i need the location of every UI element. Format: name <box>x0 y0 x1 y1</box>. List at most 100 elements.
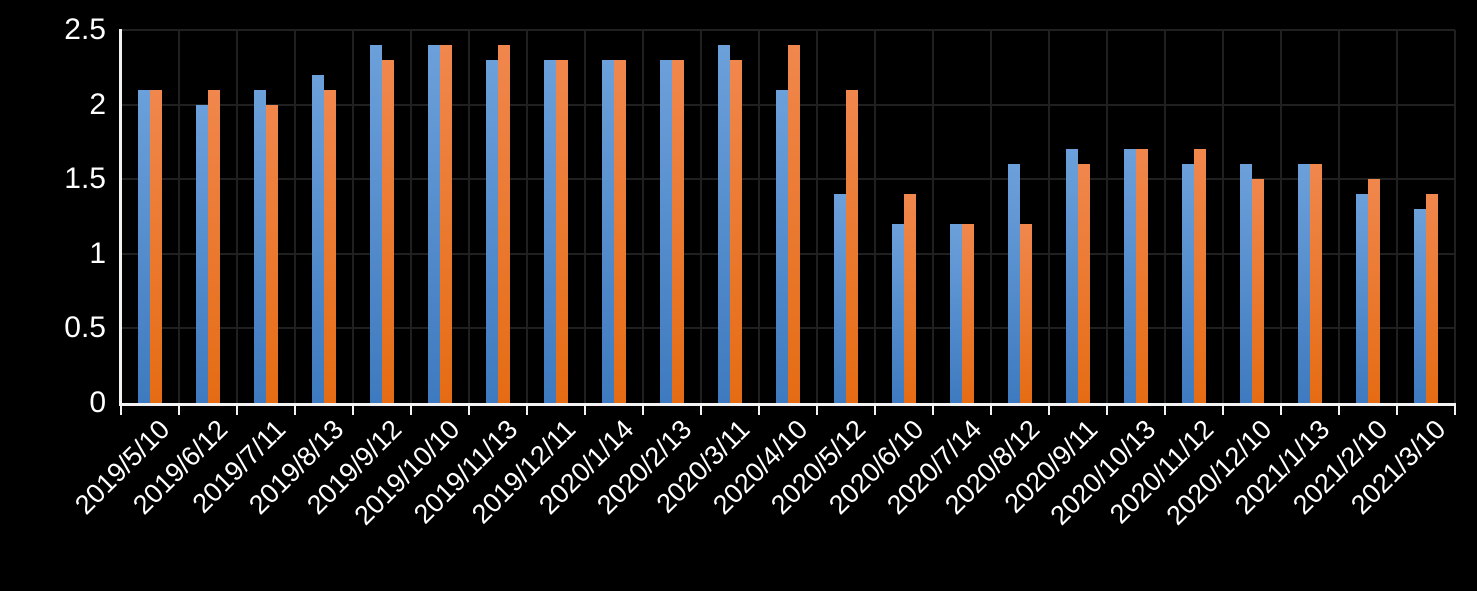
x-axis-tick <box>410 406 412 415</box>
plot-area <box>121 29 1456 403</box>
bar-series-2 <box>1194 149 1206 403</box>
bar-series-1 <box>1182 164 1194 403</box>
y-tick-label: 2 <box>89 87 106 121</box>
x-axis-tick <box>874 406 876 415</box>
bar-series-1 <box>370 44 382 403</box>
gridline-vertical <box>1396 30 1398 403</box>
bar-series-2 <box>614 59 626 403</box>
bar-series-2 <box>382 59 394 403</box>
gridline-vertical <box>1048 30 1050 403</box>
bar-series-2 <box>1136 149 1148 403</box>
gridline-vertical <box>468 30 470 403</box>
gridline-vertical <box>294 30 296 403</box>
bar-series-2 <box>846 89 858 403</box>
bar-series-1 <box>1066 149 1078 403</box>
gridline-vertical <box>1338 30 1340 403</box>
y-axis-line <box>119 29 122 405</box>
bar-series-2 <box>672 59 684 403</box>
bar-series-1 <box>428 44 440 403</box>
bar-series-2 <box>1020 223 1032 403</box>
gridline-vertical <box>932 30 934 403</box>
gridline-vertical <box>816 30 818 403</box>
gridline-vertical <box>1106 30 1108 403</box>
bar-series-1 <box>196 104 208 403</box>
x-axis-tick <box>1280 406 1282 415</box>
gridline-vertical <box>1280 30 1282 403</box>
gridline-vertical <box>526 30 528 403</box>
bar-series-2 <box>150 89 162 403</box>
x-axis-tick <box>236 406 238 415</box>
gridline-vertical <box>178 30 180 403</box>
bar-series-2 <box>1368 179 1380 403</box>
x-axis-tick <box>1396 406 1398 415</box>
y-tick-label: 2.5 <box>64 13 106 46</box>
bar-series-1 <box>1240 164 1252 403</box>
bar-series-2 <box>730 59 742 403</box>
x-axis-tick <box>178 406 180 415</box>
x-axis-tick <box>526 406 528 415</box>
bar-series-2 <box>1078 164 1090 403</box>
x-axis-tick <box>1164 406 1166 415</box>
x-axis-tick <box>1338 406 1340 415</box>
bar-series-2 <box>498 44 510 403</box>
gridline-vertical <box>352 30 354 403</box>
y-tick-label: 0 <box>89 386 106 419</box>
bar-series-1 <box>660 59 672 403</box>
y-tick-label: 1.5 <box>64 162 106 196</box>
gridline-vertical <box>990 30 992 403</box>
bar-series-1 <box>1414 209 1426 403</box>
bar-series-1 <box>1298 164 1310 403</box>
bar-series-1 <box>312 74 324 403</box>
gridline-vertical <box>410 30 412 403</box>
gridline-vertical <box>1454 30 1456 403</box>
bar-series-2 <box>962 223 974 403</box>
x-axis-tick <box>700 406 702 415</box>
bar-series-1 <box>1008 164 1020 403</box>
bar-series-1 <box>1124 149 1136 403</box>
bar-series-1 <box>892 223 904 403</box>
bar-series-1 <box>138 89 150 403</box>
x-axis-tick <box>120 406 122 415</box>
bar-series-2 <box>440 44 452 403</box>
gridline-vertical <box>874 30 876 403</box>
gridline-vertical <box>642 30 644 403</box>
gridline-vertical <box>236 30 238 403</box>
x-axis-tick <box>1222 406 1224 415</box>
x-axis-tick <box>1454 406 1456 415</box>
gridline-vertical <box>584 30 586 403</box>
bar-series-1 <box>834 194 846 403</box>
x-axis-tick <box>468 406 470 415</box>
bar-series-1 <box>254 89 266 403</box>
gridline-vertical <box>758 30 760 403</box>
bar-series-2 <box>208 89 220 403</box>
bar-series-1 <box>776 89 788 403</box>
bar-series-2 <box>1310 164 1322 403</box>
gridline-vertical <box>1222 30 1224 403</box>
x-axis-tick <box>932 406 934 415</box>
x-axis-tick <box>584 406 586 415</box>
gridline-vertical <box>1164 30 1166 403</box>
bar-series-2 <box>1252 179 1264 403</box>
bar-series-1 <box>544 59 556 403</box>
bar-series-2 <box>266 104 278 403</box>
y-tick-label: 1 <box>89 236 106 270</box>
bar-series-1 <box>1356 194 1368 403</box>
gridline-horizontal <box>121 29 1455 31</box>
bar-series-2 <box>324 89 336 403</box>
bar-series-1 <box>718 44 730 403</box>
x-axis-line <box>119 403 1456 406</box>
x-axis-tick <box>758 406 760 415</box>
x-axis-tick <box>352 406 354 415</box>
bar-series-2 <box>1426 194 1438 403</box>
bar-series-2 <box>788 44 800 403</box>
bar-series-1 <box>602 59 614 403</box>
x-axis-tick <box>294 406 296 415</box>
x-axis-tick <box>816 406 818 415</box>
x-axis-tick <box>990 406 992 415</box>
bar-series-2 <box>904 194 916 403</box>
bar-series-2 <box>556 59 568 403</box>
x-axis-tick <box>1106 406 1108 415</box>
bar-series-1 <box>486 59 498 403</box>
bar-series-1 <box>950 223 962 403</box>
